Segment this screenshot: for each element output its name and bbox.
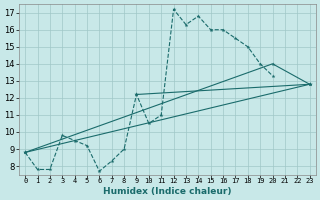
X-axis label: Humidex (Indice chaleur): Humidex (Indice chaleur): [103, 187, 232, 196]
